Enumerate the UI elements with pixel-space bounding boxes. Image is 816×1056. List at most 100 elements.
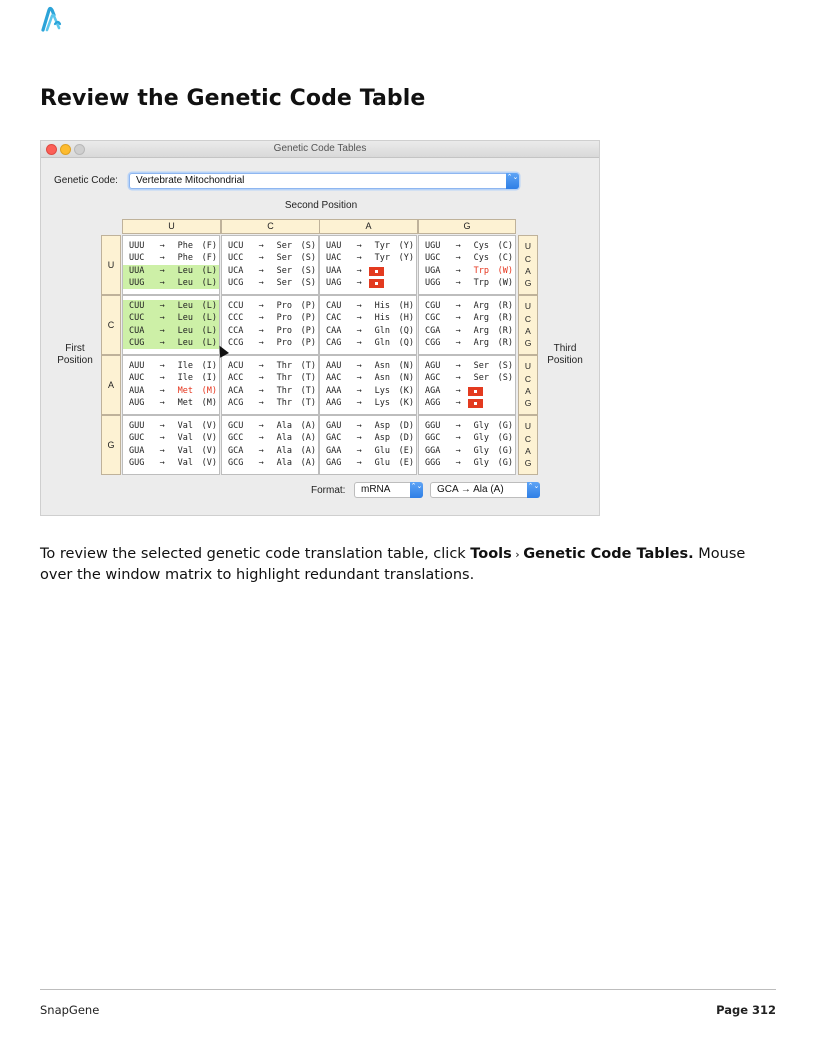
codon-row[interactable]: UCC → Ser (S) (222, 252, 318, 264)
codon-row[interactable]: GAG → Glu (E) (320, 457, 416, 469)
amino-acid-name: Pro (276, 337, 292, 348)
codon-row[interactable]: UUA → Leu (L) (123, 264, 219, 277)
codon-row[interactable]: UUU → Phe (F) (123, 240, 219, 252)
codon-row[interactable]: CUG → Leu (L) (123, 336, 219, 350)
display-format-select[interactable]: GCA → Ala (A) ⌃⌄ (430, 482, 540, 498)
codon-row[interactable]: CGA → Arg (R) (419, 325, 515, 337)
codon-row[interactable]: UAA → (320, 265, 416, 277)
codon-row[interactable]: AUC → Ile (I) (123, 372, 219, 384)
codon-row[interactable]: GGC → Gly (G) (419, 432, 515, 444)
format-select[interactable]: mRNA ⌃⌄ (354, 482, 423, 498)
codon-row[interactable]: CCU → Pro (P) (222, 300, 318, 312)
codon-text: CCC (228, 313, 244, 324)
codon-row[interactable]: AUA → Met (M) (123, 385, 219, 397)
genetic-code-select[interactable]: Vertebrate Mitochondrial ⌃⌄ (129, 173, 519, 189)
amino-acid-abbrev: (R) (497, 301, 513, 311)
codon-row[interactable]: ACU → Thr (T) (222, 360, 318, 372)
codon-row[interactable]: GCC → Ala (A) (222, 432, 318, 444)
codon-row[interactable]: UGC → Cys (C) (419, 252, 515, 264)
codon-row[interactable]: GUG → Val (V) (123, 457, 219, 469)
codon-row[interactable]: AGA → (419, 385, 515, 397)
codon-row[interactable]: UUG → Leu (L) (123, 276, 219, 290)
codon-row[interactable]: CGU → Arg (R) (419, 300, 515, 312)
codon-block[interactable]: AGU → Ser (S) AGC → Ser (S) AGA → AGG → (418, 355, 516, 415)
codon-row[interactable]: UCU → Ser (S) (222, 240, 318, 252)
codon-row[interactable]: GGA → Gly (G) (419, 445, 515, 457)
codon-row[interactable]: GCU → Ala (A) (222, 420, 318, 432)
codon-row[interactable]: CAU → His (H) (320, 300, 416, 312)
codon-row[interactable]: ACG → Thr (T) (222, 397, 318, 409)
codon-block[interactable]: GUU → Val (V) GUC → Val (V) GUA → Val (V) GUG → Val (V) (122, 415, 220, 475)
codon-row[interactable]: CUU → Leu (L) (123, 300, 219, 313)
codon-block[interactable]: CUU → Leu (L) CUC → Leu (L) CUA → Leu (L) CUG → Leu (L) (122, 295, 220, 355)
codon-text: GUC (129, 433, 145, 444)
codon-row[interactable]: ACC → Thr (T) (222, 372, 318, 384)
codon-row[interactable]: CGC → Arg (R) (419, 312, 515, 324)
codon-block[interactable]: GCU → Ala (A) GCC → Ala (A) GCA → Ala (A) GCG → Ala (A) (221, 415, 319, 475)
codon-block[interactable]: UAU → Tyr (Y) UAC → Tyr (Y) UAA → UAG → (319, 235, 417, 295)
codon-row[interactable]: CGG → Arg (R) (419, 337, 515, 349)
codon-block[interactable]: CAU → His (H) CAC → His (H) CAA → Gln (Q) CAG → Gln (Q) (319, 295, 417, 355)
codon-row[interactable]: AAA → Lys (K) (320, 385, 416, 397)
codon-row[interactable]: CUA → Leu (L) (123, 324, 219, 337)
codon-text: GUG (129, 457, 145, 468)
codon-row[interactable]: GAC → Asp (D) (320, 432, 416, 444)
amino-acid-abbrev: (P) (300, 313, 316, 324)
codon-block[interactable]: GGU → Gly (G) GGC → Gly (G) GGA → Gly (G) GGG → Gly (G) (418, 415, 516, 475)
codon-block[interactable]: AUU → Ile (I) AUC → Ile (I) AUA → Met (M) AUG → Met (M) (122, 355, 220, 415)
codon-row[interactable]: GUC → Val (V) (123, 432, 219, 444)
stop-codon-icon (369, 278, 384, 288)
codon-block[interactable]: GAU → Asp (D) GAC → Asp (D) GAA → Glu (E) GAG → Glu (E) (319, 415, 417, 475)
codon-block[interactable]: UUU → Phe (F) UUC → Phe (F) UUA → Leu (L) UUG → Leu (L) (122, 235, 220, 295)
minimize-window-button[interactable] (60, 144, 71, 155)
close-window-button[interactable] (46, 144, 57, 155)
codon-row[interactable]: GCG → Ala (A) (222, 457, 318, 469)
zoom-window-button[interactable] (74, 144, 85, 155)
codon-row[interactable]: CAC → His (H) (320, 312, 416, 324)
codon-row[interactable]: UGG → Trp (W) (419, 277, 515, 289)
codon-row[interactable]: UCG → Ser (S) (222, 277, 318, 289)
codon-row[interactable]: UGU → Cys (C) (419, 240, 515, 252)
codon-row[interactable]: GAA → Glu (E) (320, 445, 416, 457)
codon-block[interactable]: UCU → Ser (S) UCC → Ser (S) UCA → Ser (S) UCG → Ser (S) (221, 235, 319, 295)
arrow-icon: → (159, 301, 165, 311)
column-header: U (122, 219, 221, 234)
codon-row[interactable]: GUU → Val (V) (123, 420, 219, 432)
codon-row[interactable]: UGA → Trp (W) (419, 265, 515, 277)
codon-row[interactable]: GAU → Asp (D) (320, 420, 416, 432)
codon-row[interactable]: UAG → (320, 277, 416, 289)
codon-row[interactable]: AUG → Met (M) (123, 397, 219, 409)
codon-row[interactable]: CCC → Pro (P) (222, 312, 318, 324)
codon-text: AGC (425, 373, 441, 384)
codon-row[interactable]: GCA → Ala (A) (222, 445, 318, 457)
codon-row[interactable]: UUC → Phe (F) (123, 252, 219, 264)
amino-acid-name: Leu (177, 277, 193, 288)
codon-row[interactable]: AGG → (419, 397, 515, 409)
codon-row[interactable]: AAU → Asn (N) (320, 360, 416, 372)
codon-row[interactable]: CAA → Gln (Q) (320, 325, 416, 337)
codon-block[interactable]: CGU → Arg (R) CGC → Arg (R) CGA → Arg (R) CGG → Arg (R) (418, 295, 516, 355)
codon-row[interactable]: ACA → Thr (T) (222, 385, 318, 397)
codon-row[interactable]: AGC → Ser (S) (419, 372, 515, 384)
codon-block[interactable]: UGU → Cys (C) UGC → Cys (C) UGA → Trp (W) UGG → Trp (W) (418, 235, 516, 295)
amino-acid-name: Gly (473, 445, 489, 456)
codon-row[interactable]: UAC → Tyr (Y) (320, 252, 416, 264)
codon-row[interactable]: GGU → Gly (G) (419, 420, 515, 432)
codon-row[interactable]: UCA → Ser (S) (222, 265, 318, 277)
codon-row[interactable]: CCA → Pro (P) (222, 325, 318, 337)
codon-text: CCU (228, 301, 244, 311)
codon-block[interactable]: CCU → Pro (P) CCC → Pro (P) CCA → Pro (P) CCG → Pro (P) (221, 295, 319, 355)
codon-row[interactable]: UAU → Tyr (Y) (320, 240, 416, 252)
codon-row[interactable]: AUU → Ile (I) (123, 360, 219, 372)
codon-row[interactable]: CAG → Gln (Q) (320, 337, 416, 349)
codon-row[interactable]: AGU → Ser (S) (419, 360, 515, 372)
codon-row[interactable]: AAC → Asn (N) (320, 372, 416, 384)
codon-row[interactable]: CCG → Pro (P) (222, 337, 318, 349)
codon-block[interactable]: ACU → Thr (T) ACC → Thr (T) ACA → Thr (T) ACG → Thr (T) (221, 355, 319, 415)
codon-row[interactable]: GUA → Val (V) (123, 445, 219, 457)
codon-block[interactable]: AAU → Asn (N) AAC → Asn (N) AAA → Lys (K) AAG → Lys (K) (319, 355, 417, 415)
codon-row[interactable]: GGG → Gly (G) (419, 457, 515, 469)
codon-row[interactable]: AAG → Lys (K) (320, 397, 416, 409)
codon-row[interactable]: CUC → Leu (L) (123, 312, 219, 325)
amino-acid-name: His (374, 301, 390, 311)
